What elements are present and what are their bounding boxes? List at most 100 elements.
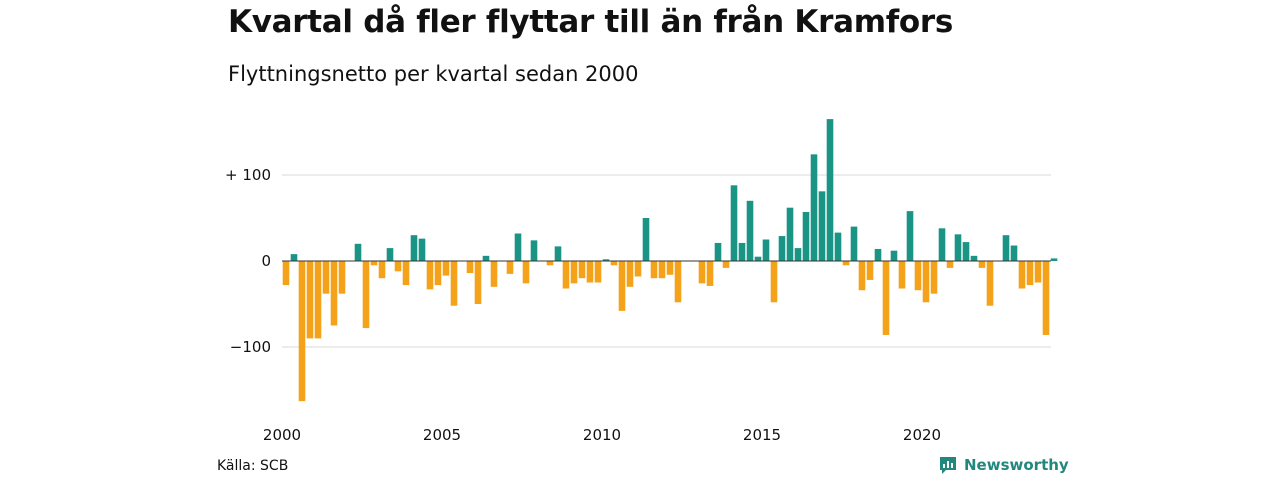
bar-negative bbox=[922, 261, 930, 303]
bar-positive bbox=[826, 119, 834, 261]
bar-negative bbox=[586, 261, 594, 283]
bar-positive bbox=[290, 254, 298, 261]
bar-negative bbox=[1026, 261, 1034, 286]
bar-negative bbox=[914, 261, 922, 291]
bar-negative bbox=[282, 261, 290, 286]
bar-negative bbox=[490, 261, 498, 287]
brand-logo[interactable]: Newsworthy bbox=[938, 455, 1069, 475]
bar-negative bbox=[362, 261, 370, 329]
bar-negative bbox=[314, 261, 322, 339]
bar-negative bbox=[842, 261, 850, 266]
x-tick-label: 2020 bbox=[903, 426, 941, 444]
chart-subtitle: Flyttningsnetto per kvartal sedan 2000 bbox=[228, 62, 639, 86]
x-tick-label: 2015 bbox=[743, 426, 781, 444]
bar-negative bbox=[338, 261, 346, 294]
bar-negative bbox=[450, 261, 458, 306]
bar-positive bbox=[890, 250, 898, 261]
newsworthy-logo-icon bbox=[940, 457, 956, 474]
bar-negative bbox=[946, 261, 954, 268]
bar-negative bbox=[378, 261, 386, 279]
bar-negative bbox=[1042, 261, 1050, 335]
bar-positive bbox=[786, 207, 794, 261]
bar-negative bbox=[570, 261, 578, 284]
y-tick-label: −100 bbox=[230, 338, 271, 356]
bar-positive bbox=[938, 228, 946, 261]
bar-positive bbox=[514, 233, 522, 261]
bar-positive bbox=[778, 236, 786, 261]
bar-negative bbox=[474, 261, 482, 304]
bar-negative bbox=[610, 261, 618, 266]
bar-negative bbox=[930, 261, 938, 294]
bar-negative bbox=[402, 261, 410, 286]
bar-positive bbox=[746, 200, 754, 261]
bar-negative bbox=[1018, 261, 1026, 289]
bar-negative bbox=[770, 261, 778, 303]
bar-positive bbox=[730, 185, 738, 261]
bar-positive bbox=[1002, 235, 1010, 261]
bar-positive bbox=[530, 240, 538, 261]
bar-negative bbox=[978, 261, 986, 268]
bar-positive bbox=[354, 243, 362, 261]
bar-negative bbox=[658, 261, 666, 279]
bar-negative bbox=[578, 261, 586, 279]
bar-positive bbox=[962, 242, 970, 261]
bar-positive bbox=[954, 234, 962, 261]
bar-negative bbox=[434, 261, 442, 286]
bar-positive bbox=[642, 218, 650, 261]
bar-positive bbox=[850, 226, 858, 261]
bar-positive bbox=[970, 255, 978, 261]
chart-title: Kvartal då fler flyttar till än från Kra… bbox=[228, 4, 954, 40]
bar-positive bbox=[794, 248, 802, 261]
bar-positive bbox=[906, 211, 914, 261]
bar-positive bbox=[818, 191, 826, 261]
bar-negative bbox=[394, 261, 402, 272]
bar-negative bbox=[506, 261, 514, 274]
bar-positive bbox=[762, 239, 770, 261]
y-tick-label: + 100 bbox=[225, 166, 271, 184]
bars bbox=[282, 119, 1058, 402]
bar-negative bbox=[522, 261, 530, 284]
bar-negative bbox=[898, 261, 906, 289]
bar-negative bbox=[674, 261, 682, 303]
bar-positive bbox=[554, 246, 562, 261]
x-tick-label: 2010 bbox=[583, 426, 621, 444]
bar-positive bbox=[714, 242, 722, 261]
bar-positive bbox=[1010, 245, 1018, 261]
y-tick-label: 0 bbox=[261, 252, 271, 270]
bar-negative bbox=[1034, 261, 1042, 283]
bar-positive bbox=[410, 235, 418, 261]
bar-negative bbox=[306, 261, 314, 339]
bar-positive bbox=[1050, 258, 1058, 261]
bar-negative bbox=[666, 261, 674, 275]
bar-negative bbox=[626, 261, 634, 287]
bar-positive bbox=[738, 242, 746, 261]
bar-positive bbox=[386, 248, 394, 261]
bar-negative bbox=[986, 261, 994, 306]
bar-negative bbox=[298, 261, 306, 402]
bar-positive bbox=[418, 238, 426, 261]
bar-positive bbox=[874, 248, 882, 261]
bar-positive bbox=[802, 211, 810, 261]
bar-negative bbox=[866, 261, 874, 280]
bar-negative bbox=[594, 261, 602, 283]
bar-negative bbox=[562, 261, 570, 289]
bar-positive bbox=[754, 256, 762, 261]
bar-negative bbox=[322, 261, 330, 294]
bar-positive bbox=[482, 255, 490, 261]
bar-negative bbox=[882, 261, 890, 335]
x-tick-label: 2005 bbox=[423, 426, 461, 444]
bar-negative bbox=[722, 261, 730, 268]
bar-negative bbox=[858, 261, 866, 291]
bar-negative bbox=[650, 261, 658, 279]
bar-negative bbox=[546, 261, 554, 266]
gridlines bbox=[282, 174, 1051, 348]
axes: + 100 0 −100 2000 2005 2010 2015 2020 bbox=[225, 166, 1051, 444]
bar-negative bbox=[618, 261, 626, 311]
x-tick-label: 2000 bbox=[263, 426, 301, 444]
bar-negative bbox=[330, 261, 338, 326]
bar-negative bbox=[466, 261, 474, 274]
bar-positive bbox=[810, 154, 818, 261]
bar-positive bbox=[834, 232, 842, 261]
